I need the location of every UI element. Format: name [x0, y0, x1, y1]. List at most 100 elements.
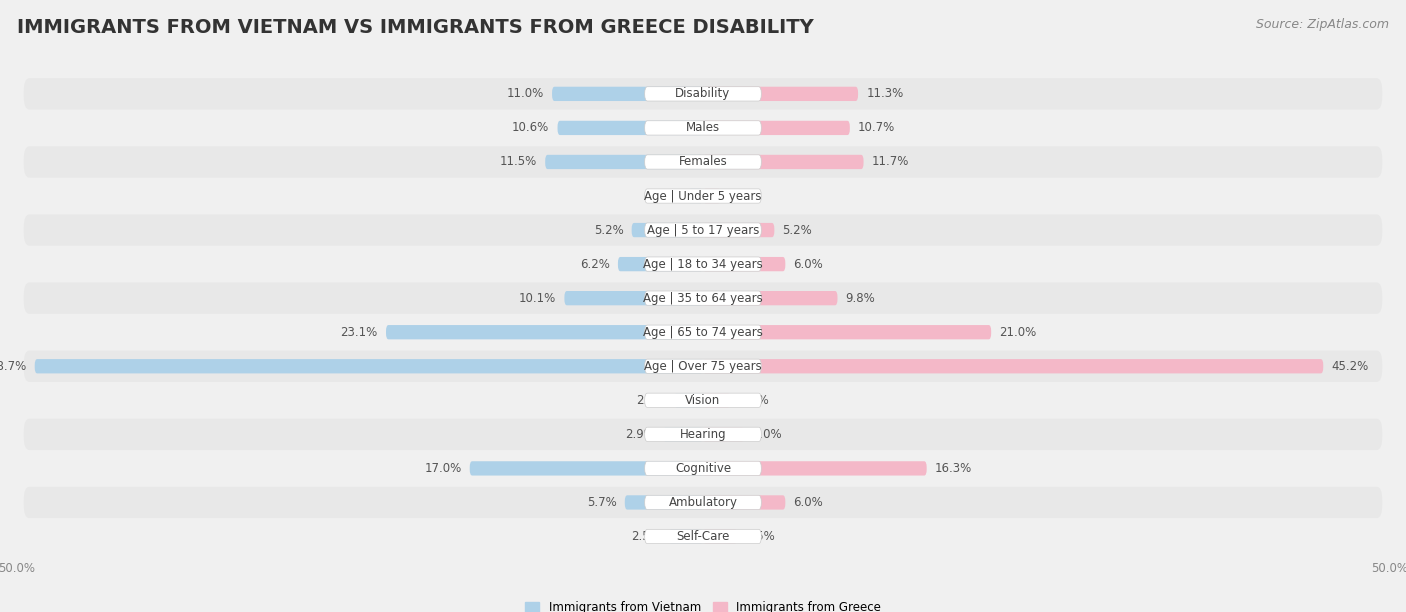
FancyBboxPatch shape — [24, 112, 1382, 144]
Text: 10.6%: 10.6% — [512, 121, 550, 135]
FancyBboxPatch shape — [703, 495, 786, 510]
FancyBboxPatch shape — [35, 359, 703, 373]
Text: Females: Females — [679, 155, 727, 168]
Text: 9.8%: 9.8% — [846, 292, 876, 305]
FancyBboxPatch shape — [703, 223, 775, 237]
Text: Ambulatory: Ambulatory — [668, 496, 738, 509]
FancyBboxPatch shape — [553, 87, 703, 101]
FancyBboxPatch shape — [645, 359, 761, 373]
Text: Age | Over 75 years: Age | Over 75 years — [644, 360, 762, 373]
FancyBboxPatch shape — [645, 495, 761, 510]
FancyBboxPatch shape — [624, 495, 703, 510]
Text: 2.9%: 2.9% — [626, 428, 655, 441]
Text: 2.5%: 2.5% — [745, 530, 775, 543]
FancyBboxPatch shape — [703, 121, 849, 135]
FancyBboxPatch shape — [669, 529, 703, 543]
Text: 5.2%: 5.2% — [593, 223, 623, 237]
FancyBboxPatch shape — [24, 214, 1382, 246]
Text: 2.1%: 2.1% — [636, 394, 666, 407]
FancyBboxPatch shape — [470, 461, 703, 476]
Text: 6.2%: 6.2% — [579, 258, 610, 271]
Text: 16.3%: 16.3% — [935, 462, 972, 475]
Text: 11.5%: 11.5% — [499, 155, 537, 168]
Text: Age | Under 5 years: Age | Under 5 years — [644, 190, 762, 203]
Text: Age | 5 to 17 years: Age | 5 to 17 years — [647, 223, 759, 237]
FancyBboxPatch shape — [703, 529, 737, 543]
Text: 17.0%: 17.0% — [425, 462, 461, 475]
FancyBboxPatch shape — [645, 461, 761, 476]
Text: IMMIGRANTS FROM VIETNAM VS IMMIGRANTS FROM GREECE DISABILITY: IMMIGRANTS FROM VIETNAM VS IMMIGRANTS FR… — [17, 18, 814, 37]
Text: 5.2%: 5.2% — [783, 223, 813, 237]
FancyBboxPatch shape — [703, 291, 838, 305]
FancyBboxPatch shape — [703, 393, 731, 408]
FancyBboxPatch shape — [24, 316, 1382, 348]
Text: Source: ZipAtlas.com: Source: ZipAtlas.com — [1256, 18, 1389, 31]
Text: Age | 35 to 64 years: Age | 35 to 64 years — [643, 292, 763, 305]
Text: 10.7%: 10.7% — [858, 121, 896, 135]
FancyBboxPatch shape — [703, 427, 744, 441]
Text: 2.5%: 2.5% — [631, 530, 661, 543]
Text: Hearing: Hearing — [679, 428, 727, 441]
FancyBboxPatch shape — [24, 248, 1382, 280]
FancyBboxPatch shape — [617, 257, 703, 271]
FancyBboxPatch shape — [24, 78, 1382, 110]
FancyBboxPatch shape — [645, 529, 761, 543]
Text: Males: Males — [686, 121, 720, 135]
FancyBboxPatch shape — [631, 223, 703, 237]
FancyBboxPatch shape — [24, 487, 1382, 518]
FancyBboxPatch shape — [24, 351, 1382, 382]
FancyBboxPatch shape — [645, 189, 761, 203]
FancyBboxPatch shape — [387, 325, 703, 339]
Text: 11.3%: 11.3% — [866, 88, 904, 100]
FancyBboxPatch shape — [645, 393, 761, 408]
Text: 45.2%: 45.2% — [1331, 360, 1369, 373]
Text: 23.1%: 23.1% — [340, 326, 378, 338]
Text: 6.0%: 6.0% — [793, 496, 824, 509]
FancyBboxPatch shape — [24, 419, 1382, 450]
FancyBboxPatch shape — [645, 87, 761, 101]
FancyBboxPatch shape — [24, 521, 1382, 552]
FancyBboxPatch shape — [24, 384, 1382, 416]
Text: 10.1%: 10.1% — [519, 292, 557, 305]
Text: 3.0%: 3.0% — [752, 428, 782, 441]
Text: 1.1%: 1.1% — [650, 190, 679, 203]
FancyBboxPatch shape — [645, 427, 761, 441]
FancyBboxPatch shape — [703, 87, 858, 101]
FancyBboxPatch shape — [645, 223, 761, 237]
FancyBboxPatch shape — [24, 181, 1382, 212]
Text: 48.7%: 48.7% — [0, 360, 27, 373]
FancyBboxPatch shape — [645, 155, 761, 169]
FancyBboxPatch shape — [546, 155, 703, 169]
Legend: Immigrants from Vietnam, Immigrants from Greece: Immigrants from Vietnam, Immigrants from… — [524, 601, 882, 612]
FancyBboxPatch shape — [645, 325, 761, 339]
FancyBboxPatch shape — [703, 461, 927, 476]
FancyBboxPatch shape — [24, 146, 1382, 177]
FancyBboxPatch shape — [703, 325, 991, 339]
Text: Age | 18 to 34 years: Age | 18 to 34 years — [643, 258, 763, 271]
FancyBboxPatch shape — [645, 121, 761, 135]
Text: 1.3%: 1.3% — [730, 190, 759, 203]
FancyBboxPatch shape — [24, 283, 1382, 314]
FancyBboxPatch shape — [564, 291, 703, 305]
Text: Cognitive: Cognitive — [675, 462, 731, 475]
FancyBboxPatch shape — [703, 155, 863, 169]
Text: Disability: Disability — [675, 88, 731, 100]
FancyBboxPatch shape — [703, 257, 786, 271]
Text: 5.7%: 5.7% — [586, 496, 617, 509]
FancyBboxPatch shape — [558, 121, 703, 135]
FancyBboxPatch shape — [703, 359, 1323, 373]
Text: 21.0%: 21.0% — [1000, 326, 1036, 338]
Text: 6.0%: 6.0% — [793, 258, 824, 271]
Text: Self-Care: Self-Care — [676, 530, 730, 543]
FancyBboxPatch shape — [645, 257, 761, 271]
FancyBboxPatch shape — [645, 291, 761, 305]
Text: 2.0%: 2.0% — [738, 394, 769, 407]
FancyBboxPatch shape — [688, 189, 703, 203]
Text: Age | 65 to 74 years: Age | 65 to 74 years — [643, 326, 763, 338]
Text: 11.7%: 11.7% — [872, 155, 910, 168]
FancyBboxPatch shape — [24, 453, 1382, 484]
Text: 11.0%: 11.0% — [506, 88, 544, 100]
FancyBboxPatch shape — [703, 189, 721, 203]
FancyBboxPatch shape — [675, 393, 703, 408]
FancyBboxPatch shape — [664, 427, 703, 441]
